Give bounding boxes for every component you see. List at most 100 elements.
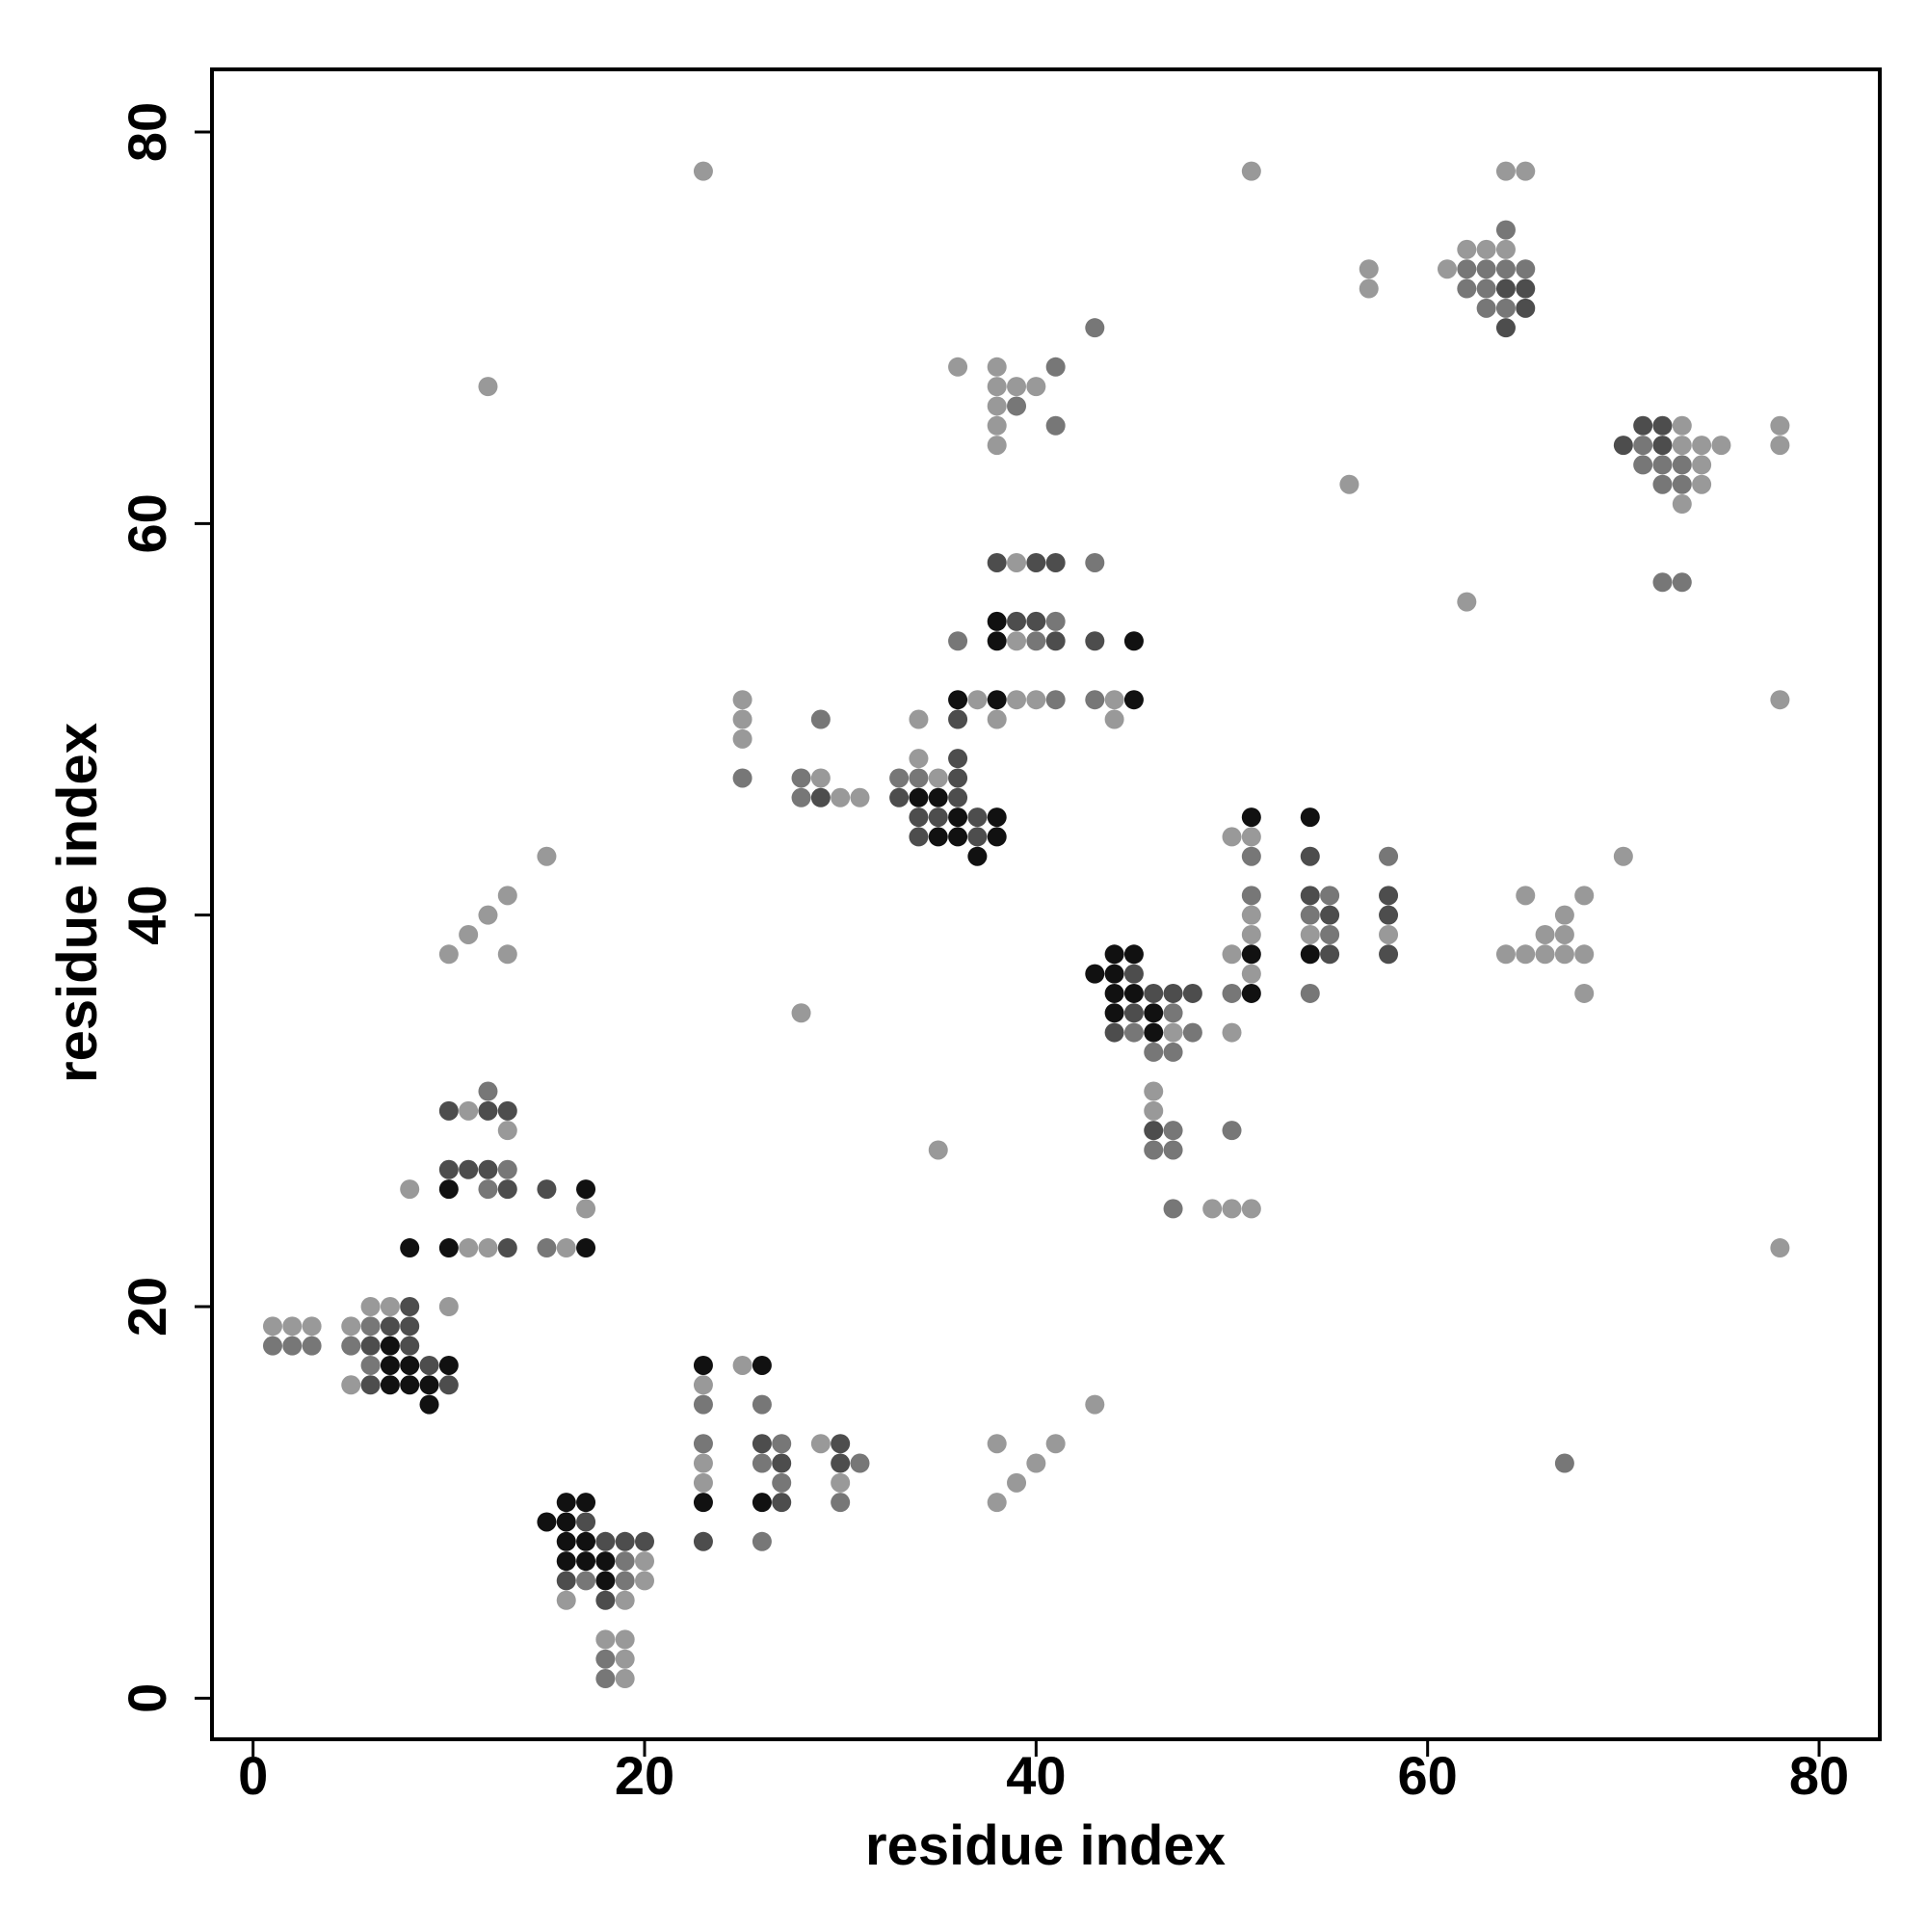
- point: [615, 1669, 635, 1689]
- point: [380, 1316, 400, 1337]
- point: [1123, 1022, 1144, 1043]
- point: [478, 1100, 498, 1121]
- point: [615, 1590, 635, 1610]
- point: [1163, 1140, 1183, 1160]
- point: [1554, 924, 1574, 944]
- point: [1123, 944, 1144, 965]
- y-axis-title: residue index: [46, 723, 109, 1083]
- point: [1692, 436, 1712, 456]
- point: [497, 1100, 517, 1121]
- point: [752, 1531, 772, 1551]
- point: [1163, 1003, 1183, 1023]
- point: [1692, 474, 1712, 494]
- point: [497, 944, 517, 965]
- point: [909, 807, 929, 828]
- point: [1163, 983, 1183, 1003]
- point: [1222, 827, 1242, 847]
- point: [791, 1003, 811, 1023]
- point: [752, 1453, 772, 1473]
- point: [576, 1493, 596, 1513]
- point: [1085, 552, 1105, 572]
- x-tick-label: 60: [1398, 1745, 1458, 1806]
- point: [1516, 278, 1536, 299]
- point: [419, 1394, 439, 1415]
- point: [1495, 239, 1516, 259]
- point: [1241, 827, 1261, 847]
- point: [1045, 552, 1066, 572]
- point: [987, 552, 1007, 572]
- point: [576, 1238, 596, 1258]
- point: [1007, 552, 1027, 572]
- point: [459, 1238, 479, 1258]
- point: [1574, 983, 1595, 1003]
- point: [987, 396, 1007, 416]
- point: [772, 1472, 792, 1493]
- x-axis-title: residue index: [865, 1814, 1226, 1877]
- point: [341, 1375, 361, 1395]
- point: [1241, 807, 1261, 828]
- point: [478, 1179, 498, 1200]
- point: [438, 1179, 459, 1200]
- point: [948, 631, 968, 651]
- point: [772, 1453, 792, 1473]
- point: [1045, 611, 1066, 631]
- point: [595, 1590, 616, 1610]
- point: [987, 377, 1007, 397]
- point: [1359, 278, 1379, 299]
- point: [1222, 983, 1242, 1003]
- point: [1144, 1042, 1164, 1062]
- point: [400, 1297, 420, 1317]
- point: [693, 1493, 713, 1513]
- point: [1045, 415, 1066, 436]
- point: [1495, 944, 1516, 965]
- point: [1300, 905, 1320, 925]
- point: [1241, 161, 1261, 181]
- point: [1652, 474, 1673, 494]
- y-tick-label: 40: [117, 886, 177, 945]
- point: [1222, 1121, 1242, 1141]
- point: [1241, 964, 1261, 984]
- point: [576, 1199, 596, 1219]
- point: [1163, 1121, 1183, 1141]
- point: [459, 1159, 479, 1179]
- point: [1123, 1003, 1144, 1023]
- point: [1770, 690, 1790, 710]
- point: [478, 905, 498, 925]
- point: [948, 787, 968, 807]
- point: [1104, 1022, 1124, 1043]
- point: [928, 807, 948, 828]
- point: [1554, 905, 1574, 925]
- point: [1672, 455, 1692, 475]
- point: [1554, 944, 1574, 965]
- point: [302, 1316, 322, 1337]
- point: [791, 787, 811, 807]
- point: [478, 377, 498, 397]
- point: [262, 1336, 282, 1356]
- point: [1104, 944, 1124, 965]
- point: [693, 1375, 713, 1395]
- point: [909, 787, 929, 807]
- point: [537, 1179, 557, 1200]
- point: [1241, 905, 1261, 925]
- point: [360, 1336, 381, 1356]
- point: [831, 1453, 851, 1473]
- point: [1476, 259, 1496, 279]
- point: [948, 749, 968, 769]
- point: [928, 768, 948, 788]
- point: [478, 1159, 498, 1179]
- point: [693, 1531, 713, 1551]
- point: [772, 1493, 792, 1513]
- point: [1672, 494, 1692, 515]
- point: [948, 357, 968, 377]
- point: [360, 1355, 381, 1375]
- point: [1379, 944, 1399, 965]
- point: [752, 1434, 772, 1454]
- point: [615, 1551, 635, 1572]
- point: [419, 1375, 439, 1395]
- point: [1476, 298, 1496, 318]
- point: [1300, 846, 1320, 866]
- point: [967, 827, 988, 847]
- point: [341, 1316, 361, 1337]
- point: [497, 1159, 517, 1179]
